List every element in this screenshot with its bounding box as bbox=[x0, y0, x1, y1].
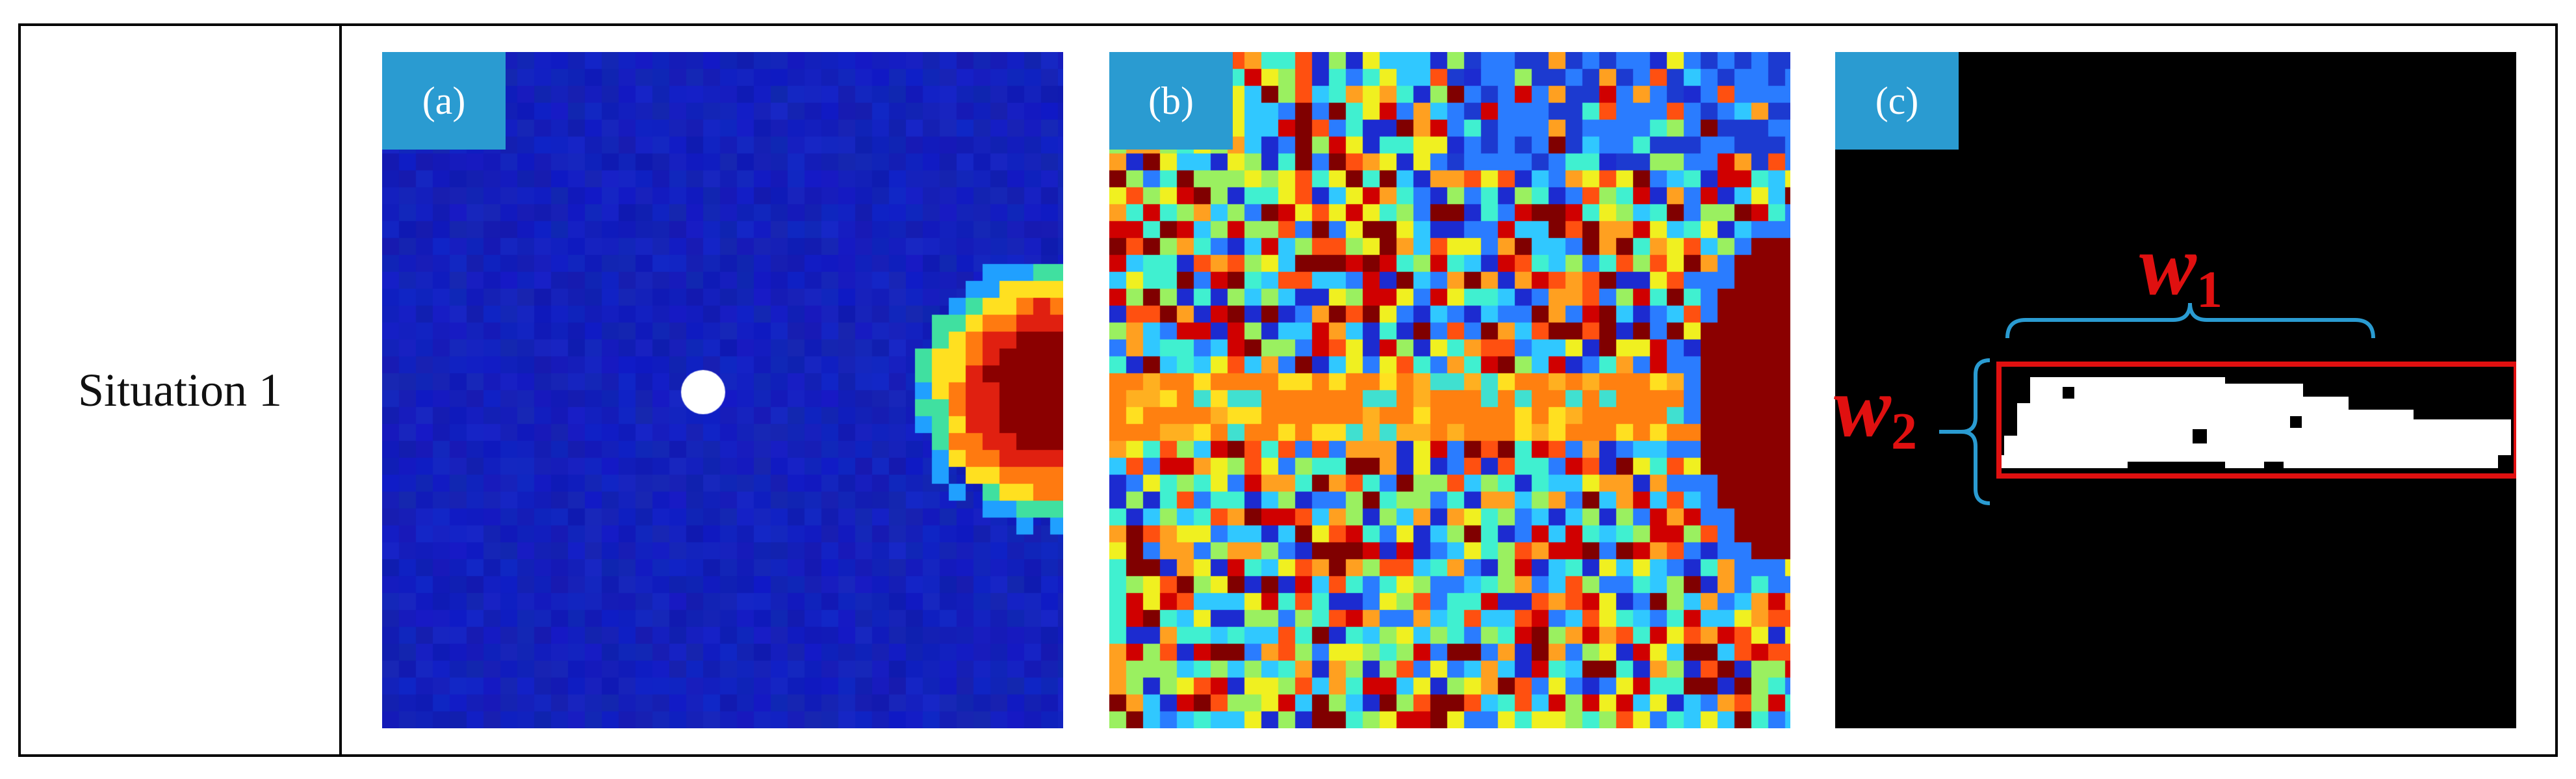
panel-b-image bbox=[1109, 52, 1790, 728]
panel-c: (c) w1 bbox=[1835, 52, 2516, 728]
panel-a: (a) bbox=[382, 52, 1063, 728]
w1-subscript: 1 bbox=[2196, 261, 2223, 319]
w1-label: w1 bbox=[2139, 222, 2222, 317]
mask-holes bbox=[2063, 387, 2302, 469]
w2-label: w2 bbox=[1834, 364, 1917, 458]
panel-c-tag: (c) bbox=[1835, 52, 1959, 150]
brace-w2 bbox=[1961, 358, 1990, 505]
bounding-box bbox=[1996, 362, 2516, 479]
mask-white-region bbox=[1998, 377, 2511, 468]
brace-w1 bbox=[2005, 302, 2375, 339]
w2-subscript: 2 bbox=[1891, 403, 1918, 460]
figure-table: Situation 1 (a) (b) bbox=[18, 23, 2558, 757]
panel-a-image bbox=[382, 52, 1063, 728]
column-divider bbox=[339, 26, 342, 754]
row-label: Situation 1 bbox=[77, 363, 282, 416]
panel-a-tag: (a) bbox=[382, 52, 506, 150]
panel-c-mask bbox=[1939, 302, 2516, 505]
w2-symbol: w bbox=[1834, 359, 1892, 455]
w1-symbol: w bbox=[2139, 217, 2197, 313]
panel-b: (b) bbox=[1109, 52, 1790, 728]
panel-b-tag: (b) bbox=[1109, 52, 1233, 150]
